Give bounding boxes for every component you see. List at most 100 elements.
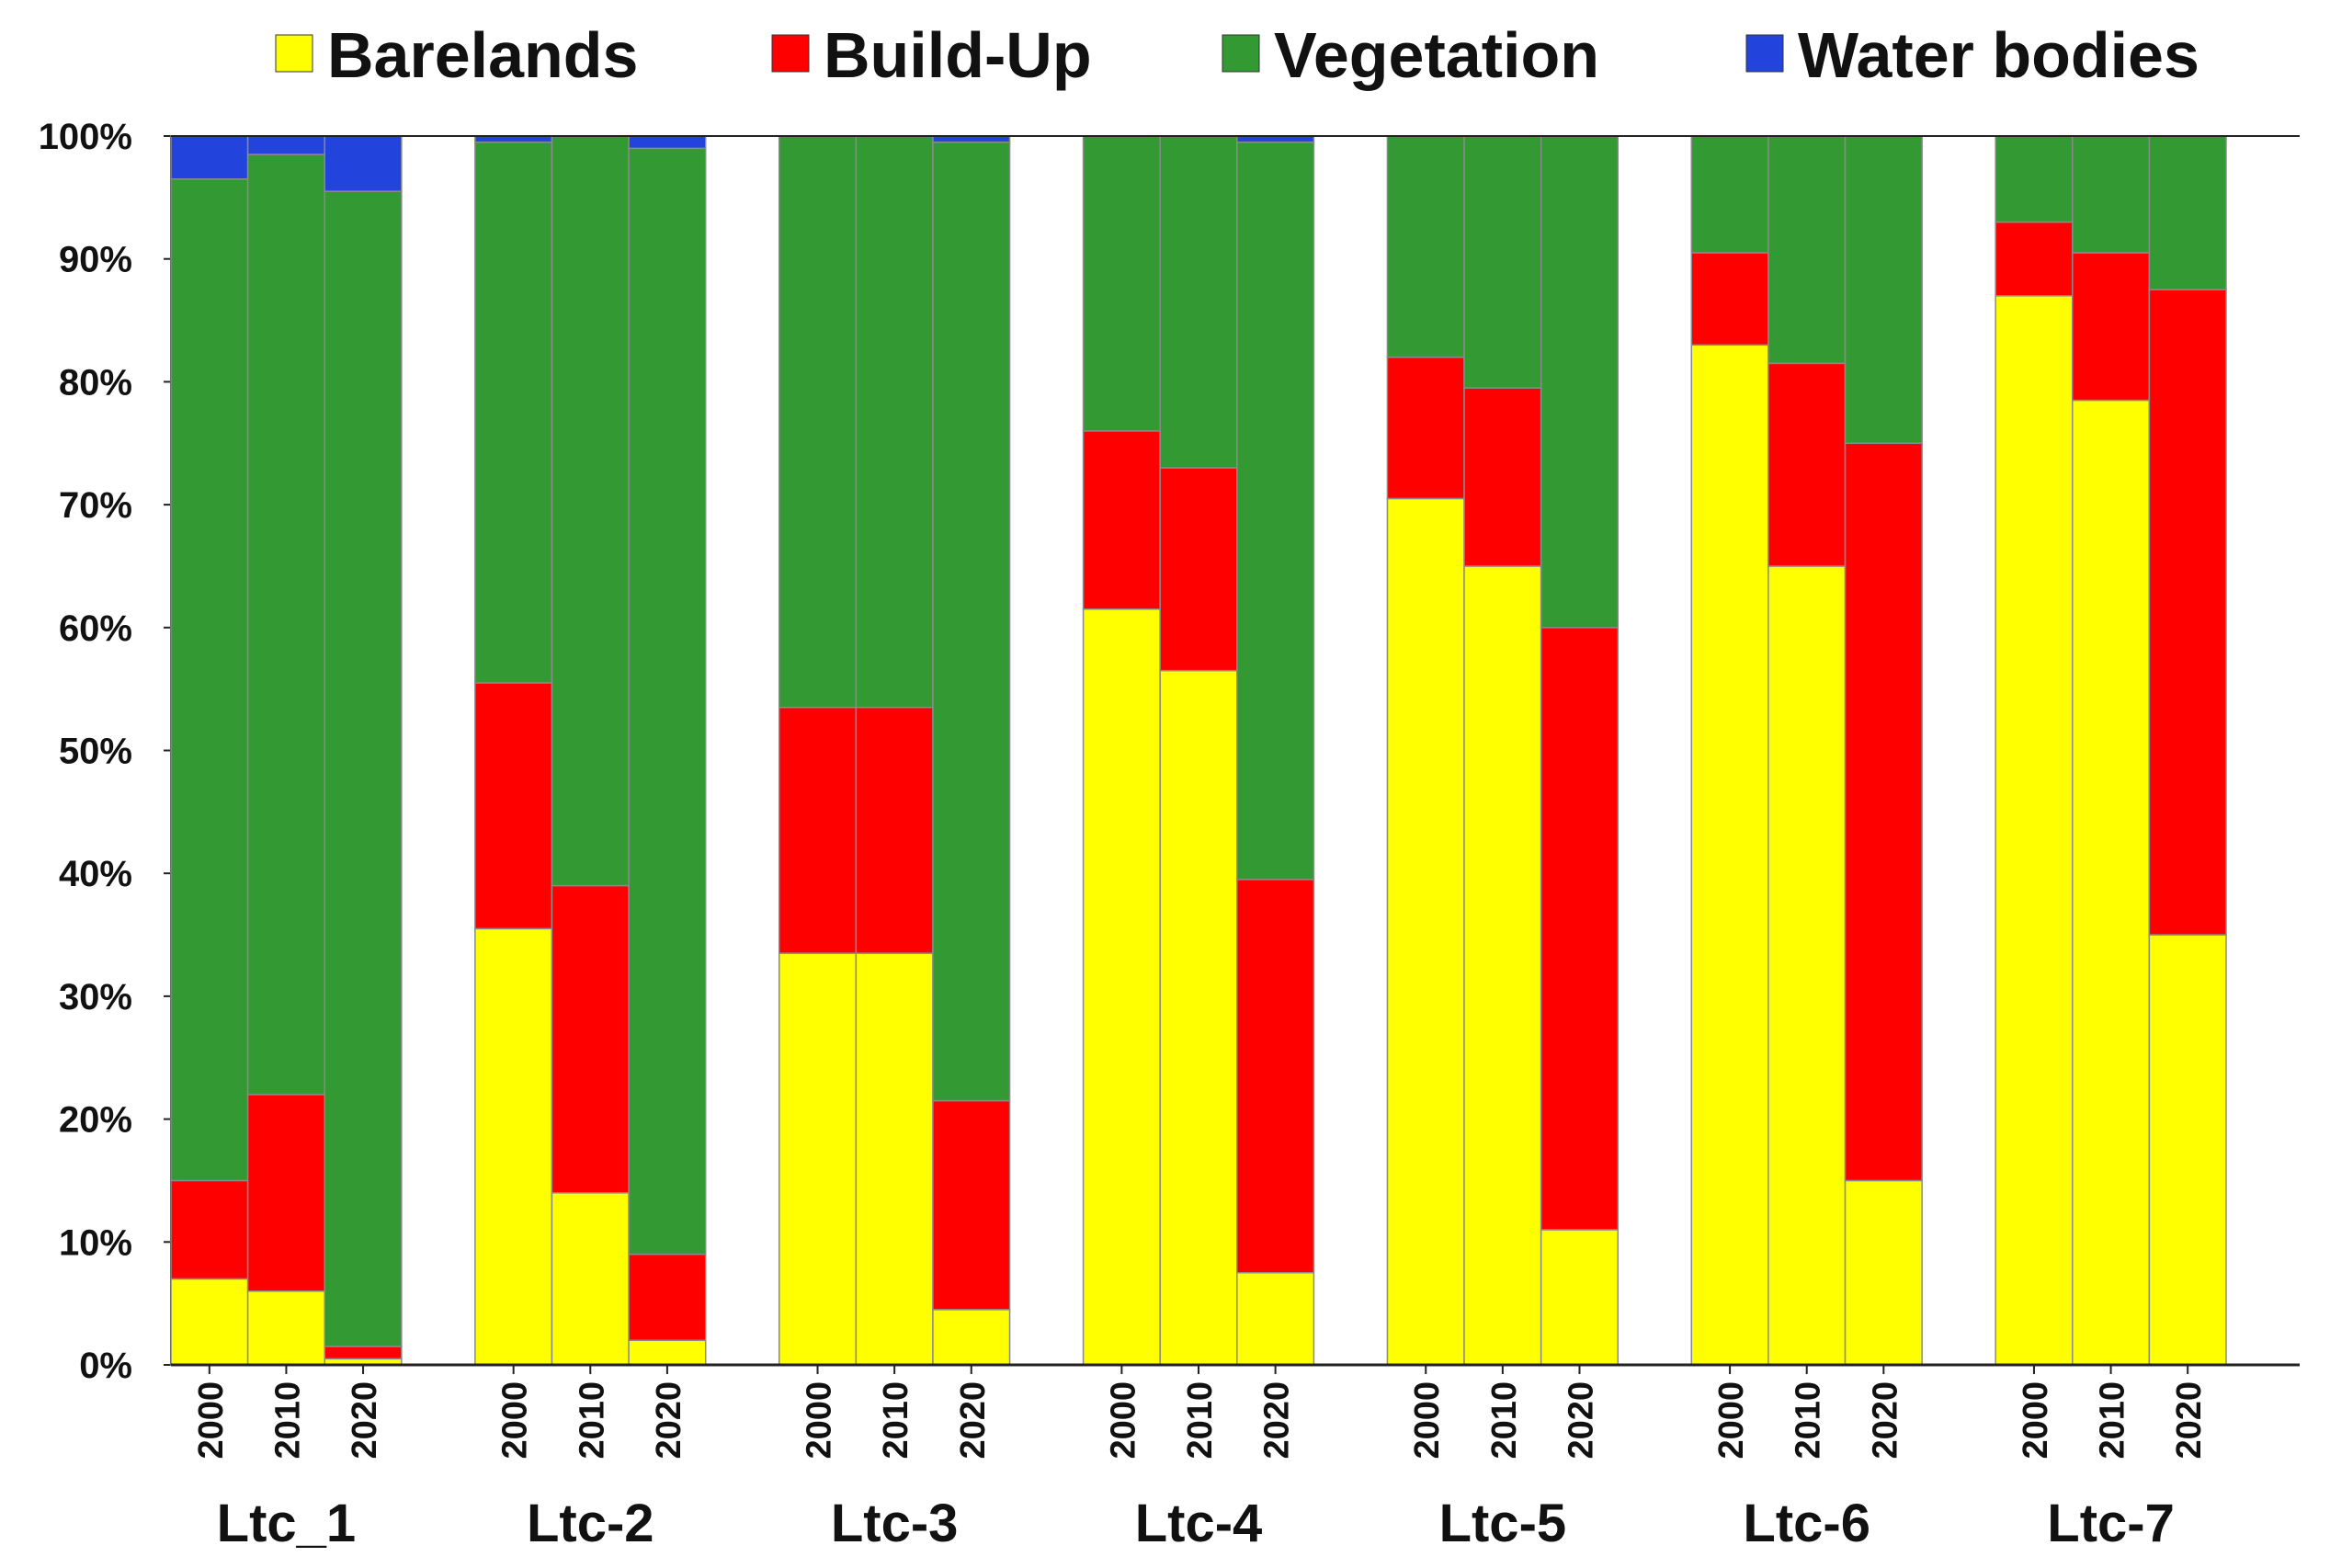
legend-label: Vegetation bbox=[1274, 19, 1599, 91]
bar-segment-build-up bbox=[1844, 442, 1923, 1182]
bar-segment-water-bodies bbox=[474, 135, 553, 143]
x-tick-label: 2010 bbox=[1181, 1381, 1220, 1460]
bar-segment-build-up bbox=[628, 1253, 707, 1342]
bar-segment-barelands bbox=[1540, 1229, 1620, 1366]
bar-segment-vegetation bbox=[474, 141, 553, 684]
legend-swatch bbox=[1222, 34, 1260, 73]
bar-segment-build-up bbox=[1690, 252, 1769, 347]
bar-segment-vegetation bbox=[324, 190, 403, 1347]
y-tick-label: 30% bbox=[59, 977, 132, 1017]
bar-segment-vegetation bbox=[1540, 135, 1620, 629]
bar-segment-build-up bbox=[551, 884, 630, 1194]
bar-segment-vegetation bbox=[628, 147, 707, 1256]
legend-label: Barelands bbox=[327, 19, 638, 91]
bars bbox=[170, 135, 2227, 1366]
bar-group-ltc_1 bbox=[170, 135, 403, 1366]
bar-segment-vegetation bbox=[2148, 135, 2227, 290]
bar-segment-build-up bbox=[1995, 221, 2074, 297]
bar-group-ltc-5 bbox=[1386, 135, 1620, 1366]
group-label: Ltc-4 bbox=[1135, 1494, 1263, 1553]
bar-segment-vegetation bbox=[1159, 135, 1238, 469]
bar-segment-barelands bbox=[1386, 497, 1465, 1366]
bar-segment-build-up bbox=[2148, 289, 2227, 936]
x-axis: 2000 2010 2020 Ltc_1 2000 2010 2020 Ltc-2 2000 20… bbox=[192, 1365, 2209, 1553]
bar-segment-build-up bbox=[474, 682, 553, 930]
legend-swatch bbox=[771, 34, 810, 73]
bar-segment-vegetation bbox=[246, 153, 325, 1096]
plot-frame bbox=[171, 135, 2300, 1367]
bar-segment-barelands bbox=[932, 1309, 1011, 1366]
bar-segment-barelands bbox=[2072, 399, 2151, 1366]
x-tick-label: 2020 bbox=[954, 1381, 993, 1460]
bar-group-ltc-7 bbox=[1995, 135, 2227, 1366]
bar-segment-build-up bbox=[932, 1099, 1011, 1311]
bar-segment-water-bodies bbox=[246, 135, 325, 155]
x-tick-label: 2010 bbox=[573, 1381, 611, 1460]
bar-segment-vegetation bbox=[551, 135, 630, 887]
bar-segment-build-up bbox=[1386, 356, 1465, 500]
y-tick-label: 70% bbox=[59, 485, 132, 526]
x-tick-label: 2000 bbox=[1408, 1381, 1447, 1460]
x-tick-label: 2000 bbox=[2017, 1381, 2055, 1460]
bar-segment-barelands bbox=[1995, 295, 2074, 1366]
bar-segment-build-up bbox=[778, 706, 858, 954]
x-tick-label: 2020 bbox=[346, 1381, 384, 1460]
bar-segment-build-up bbox=[1463, 387, 1542, 567]
y-tick-label: 80% bbox=[59, 362, 132, 403]
bar-segment-water-bodies bbox=[170, 135, 249, 180]
bar-segment-water-bodies bbox=[1236, 135, 1315, 143]
legend-item-build-up: Build-Up bbox=[771, 19, 1092, 91]
y-tick-label: 10% bbox=[59, 1222, 132, 1263]
bar-segment-water-bodies bbox=[932, 135, 1011, 143]
x-tick-label: 2000 bbox=[496, 1381, 535, 1460]
bar-segment-vegetation bbox=[1844, 135, 1923, 444]
bar-segment-barelands bbox=[474, 927, 553, 1366]
legend-item-water-bodies: Water bodies bbox=[1745, 19, 2199, 91]
bar-segment-barelands bbox=[1767, 565, 1847, 1366]
bar-segment-vegetation bbox=[2072, 135, 2151, 254]
bar-segment-barelands bbox=[1236, 1271, 1315, 1366]
x-tick-label: 2020 bbox=[1258, 1381, 1297, 1460]
y-tick-label: 40% bbox=[59, 854, 132, 894]
bar-segment-vegetation bbox=[1995, 135, 2074, 223]
y-tick-label: 60% bbox=[59, 608, 132, 649]
legend-item-vegetation: Vegetation bbox=[1222, 19, 1599, 91]
y-tick-label: 90% bbox=[59, 240, 132, 280]
legend: Barelands Build-Up Vegetation Water bodies bbox=[275, 19, 2199, 91]
group-label: Ltc-6 bbox=[1743, 1494, 1870, 1553]
x-tick-label: 2000 bbox=[192, 1381, 231, 1460]
x-tick-label: 2010 bbox=[1485, 1381, 1524, 1460]
bar-group-ltc-4 bbox=[1082, 135, 1315, 1366]
x-tick-label: 2010 bbox=[268, 1381, 307, 1460]
bar-segment-build-up bbox=[855, 706, 934, 954]
bar-group-ltc-2 bbox=[474, 135, 707, 1366]
x-tick-label: 2020 bbox=[1562, 1381, 1600, 1460]
bar-segment-build-up bbox=[1082, 430, 1161, 610]
x-tick-label: 2000 bbox=[1712, 1381, 1751, 1460]
y-axis: 0% 10% 20% 30% 40% 50% 60% 70% 80% 90% 100% bbox=[39, 117, 172, 1386]
bar-segment-build-up bbox=[1540, 627, 1620, 1231]
group-label: Ltc-7 bbox=[2047, 1494, 2175, 1553]
bar-segment-vegetation bbox=[1690, 135, 1769, 254]
bar-segment-barelands bbox=[1463, 565, 1542, 1366]
bar-segment-build-up bbox=[1767, 362, 1847, 567]
bar-segment-vegetation bbox=[778, 135, 858, 709]
legend-swatch bbox=[275, 34, 313, 73]
bar-segment-barelands bbox=[1844, 1179, 1923, 1366]
bar-segment-vegetation bbox=[1386, 135, 1465, 358]
bar-group-ltc-6 bbox=[1690, 135, 1923, 1366]
y-tick-label: 50% bbox=[59, 732, 132, 772]
bar-segment-barelands bbox=[1159, 669, 1238, 1366]
bar-segment-barelands bbox=[551, 1192, 630, 1366]
bar-segment-build-up bbox=[324, 1346, 403, 1360]
x-tick-label: 2020 bbox=[1866, 1381, 1904, 1460]
y-tick-label: 20% bbox=[59, 1100, 132, 1141]
legend-swatch bbox=[1745, 34, 1784, 73]
bar-segment-build-up bbox=[170, 1179, 249, 1280]
bar-segment-build-up bbox=[2072, 252, 2151, 402]
bar-segment-water-bodies bbox=[628, 135, 707, 150]
bar-segment-vegetation bbox=[1082, 135, 1161, 432]
bar-segment-barelands bbox=[1082, 608, 1161, 1366]
bar-group-ltc-3 bbox=[778, 135, 1011, 1366]
